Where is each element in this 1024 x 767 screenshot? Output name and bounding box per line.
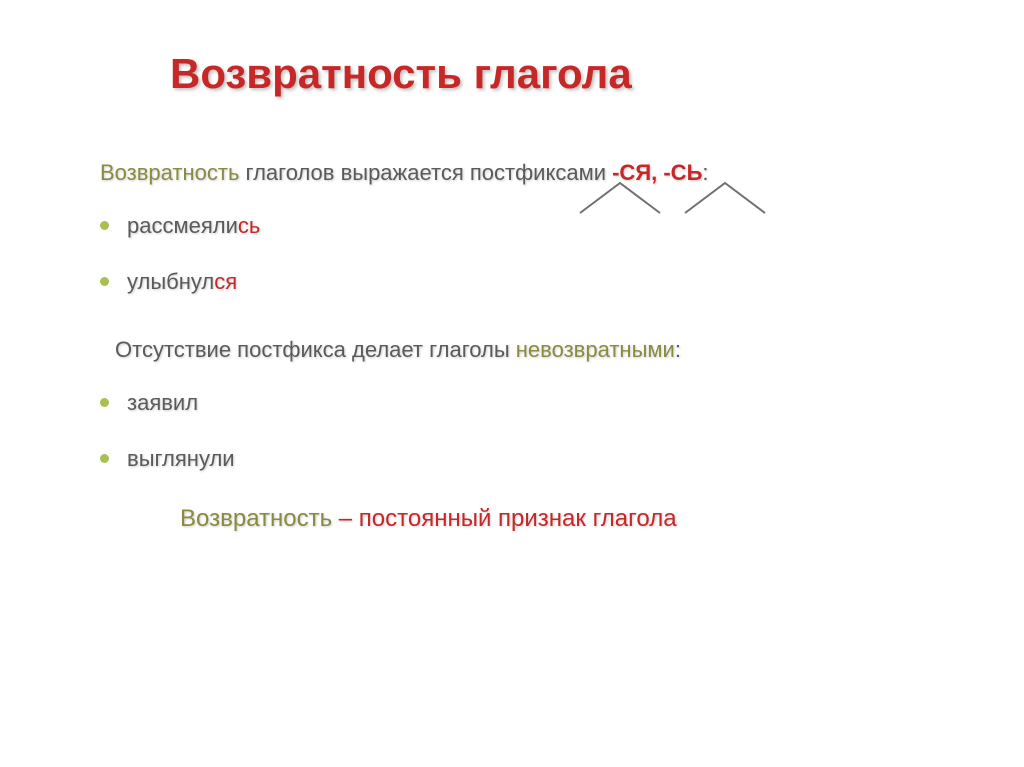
word-postfix: ся — [214, 269, 237, 294]
list-item: выглянули — [100, 446, 964, 472]
conclusion-rest2: глагола — [593, 505, 677, 532]
word-stem: улыбнул — [127, 269, 214, 294]
slide-title: Возвратность глагола — [170, 50, 964, 98]
example-reflexive-2: улыбнулся — [127, 269, 237, 295]
conclusion-keyword: Возвратность — [180, 505, 332, 532]
bullet-icon — [100, 398, 109, 407]
intro-middle: глаголов выражается постфиксами — [239, 160, 612, 185]
para2-keyword: невозвратными — [516, 337, 675, 362]
conclusion-rest1: постоянный признак — [359, 505, 593, 532]
conclusion-dash: – — [332, 505, 359, 532]
list-item: заявил — [100, 390, 964, 416]
intro-colon: : — [702, 160, 708, 185]
slide-container: Возвратность глагола Возвратность глагол… — [0, 0, 1024, 575]
word-postfix: сь — [238, 213, 260, 238]
bullet-icon — [100, 454, 109, 463]
intro-postfix: -СЯ, -СЬ — [612, 160, 702, 185]
conclusion-line: Возвратность – постоянный признак глагол… — [180, 502, 964, 536]
example-nonreflexive-1: заявил — [127, 390, 198, 416]
intro-line: Возвратность глаголов выражается постфик… — [100, 158, 964, 189]
word-stem: рассмеяли — [127, 213, 238, 238]
example-reflexive-1: рассмеялись — [127, 213, 260, 239]
para-nonreflexive: Отсутствие постфикса делает глаголы нево… — [115, 335, 964, 366]
bullet-icon — [100, 221, 109, 230]
para2-prefix: Отсутствие постфикса делает глаголы — [115, 337, 516, 362]
example-nonreflexive-2: выглянули — [127, 446, 235, 472]
intro-keyword: Возвратность — [100, 160, 239, 185]
list-item: рассмеялись — [100, 213, 964, 239]
list-item: улыбнулся — [100, 269, 964, 295]
para2-colon: : — [675, 337, 681, 362]
bullet-icon — [100, 277, 109, 286]
